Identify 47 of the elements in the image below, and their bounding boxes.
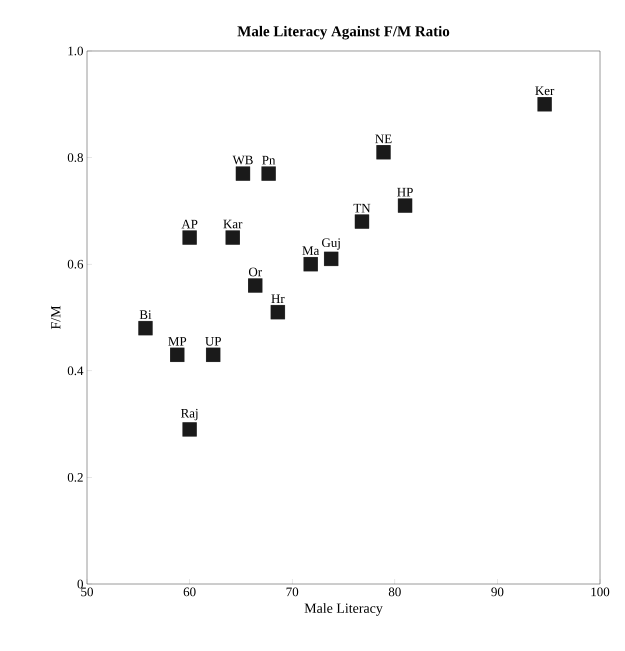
annotation: Ker [535,86,554,96]
chart-title: Male Literacy Against F/M Ratio [238,26,450,40]
x-axis-title: Male Literacy [304,603,383,616]
point [138,320,153,336]
point [225,230,240,245]
point [206,348,220,362]
annotation: Bi [140,310,152,319]
annotation: Hr [271,294,285,303]
point [354,214,370,229]
y-tick-label: 0.2 [68,473,83,482]
point [236,166,250,181]
annotation: NE [375,134,392,144]
point [170,348,184,362]
y-tick-label: 0 [78,580,83,588]
point [324,252,338,266]
annotation: HP [397,188,413,196]
annotation: AP [181,220,198,228]
y-tick-label: 0.4 [68,366,84,376]
point [261,166,276,181]
annotation: Pn [262,156,276,164]
x-tick-label: 50 [81,588,93,596]
y-axis-title: F/M [51,306,60,330]
point [182,422,197,437]
x-tick-label: 60 [184,588,196,596]
point [248,278,262,293]
point [376,145,391,160]
annotation: Or [248,268,262,276]
annotation: Raj [180,408,198,420]
x-tick-label: 80 [388,588,401,596]
y-tick-label: 0.6 [68,260,84,269]
annotation: Ma [302,246,320,255]
point [398,198,412,213]
annotation: Guj [322,238,340,250]
x-tick-label: 100 [591,588,610,596]
point [270,304,286,320]
annotation: UP [205,337,221,346]
y-tick-label: 1.0 [68,46,83,56]
point [303,256,318,272]
point [537,97,552,112]
annotation: Kar [223,220,242,228]
point [182,230,197,245]
y-tick-label: 0.8 [68,153,83,162]
annotation: MP [168,337,186,346]
x-tick-label: 90 [491,588,504,596]
annotation: WB [232,156,253,164]
annotation: TN [354,204,370,212]
x-tick-label: 70 [286,588,298,596]
